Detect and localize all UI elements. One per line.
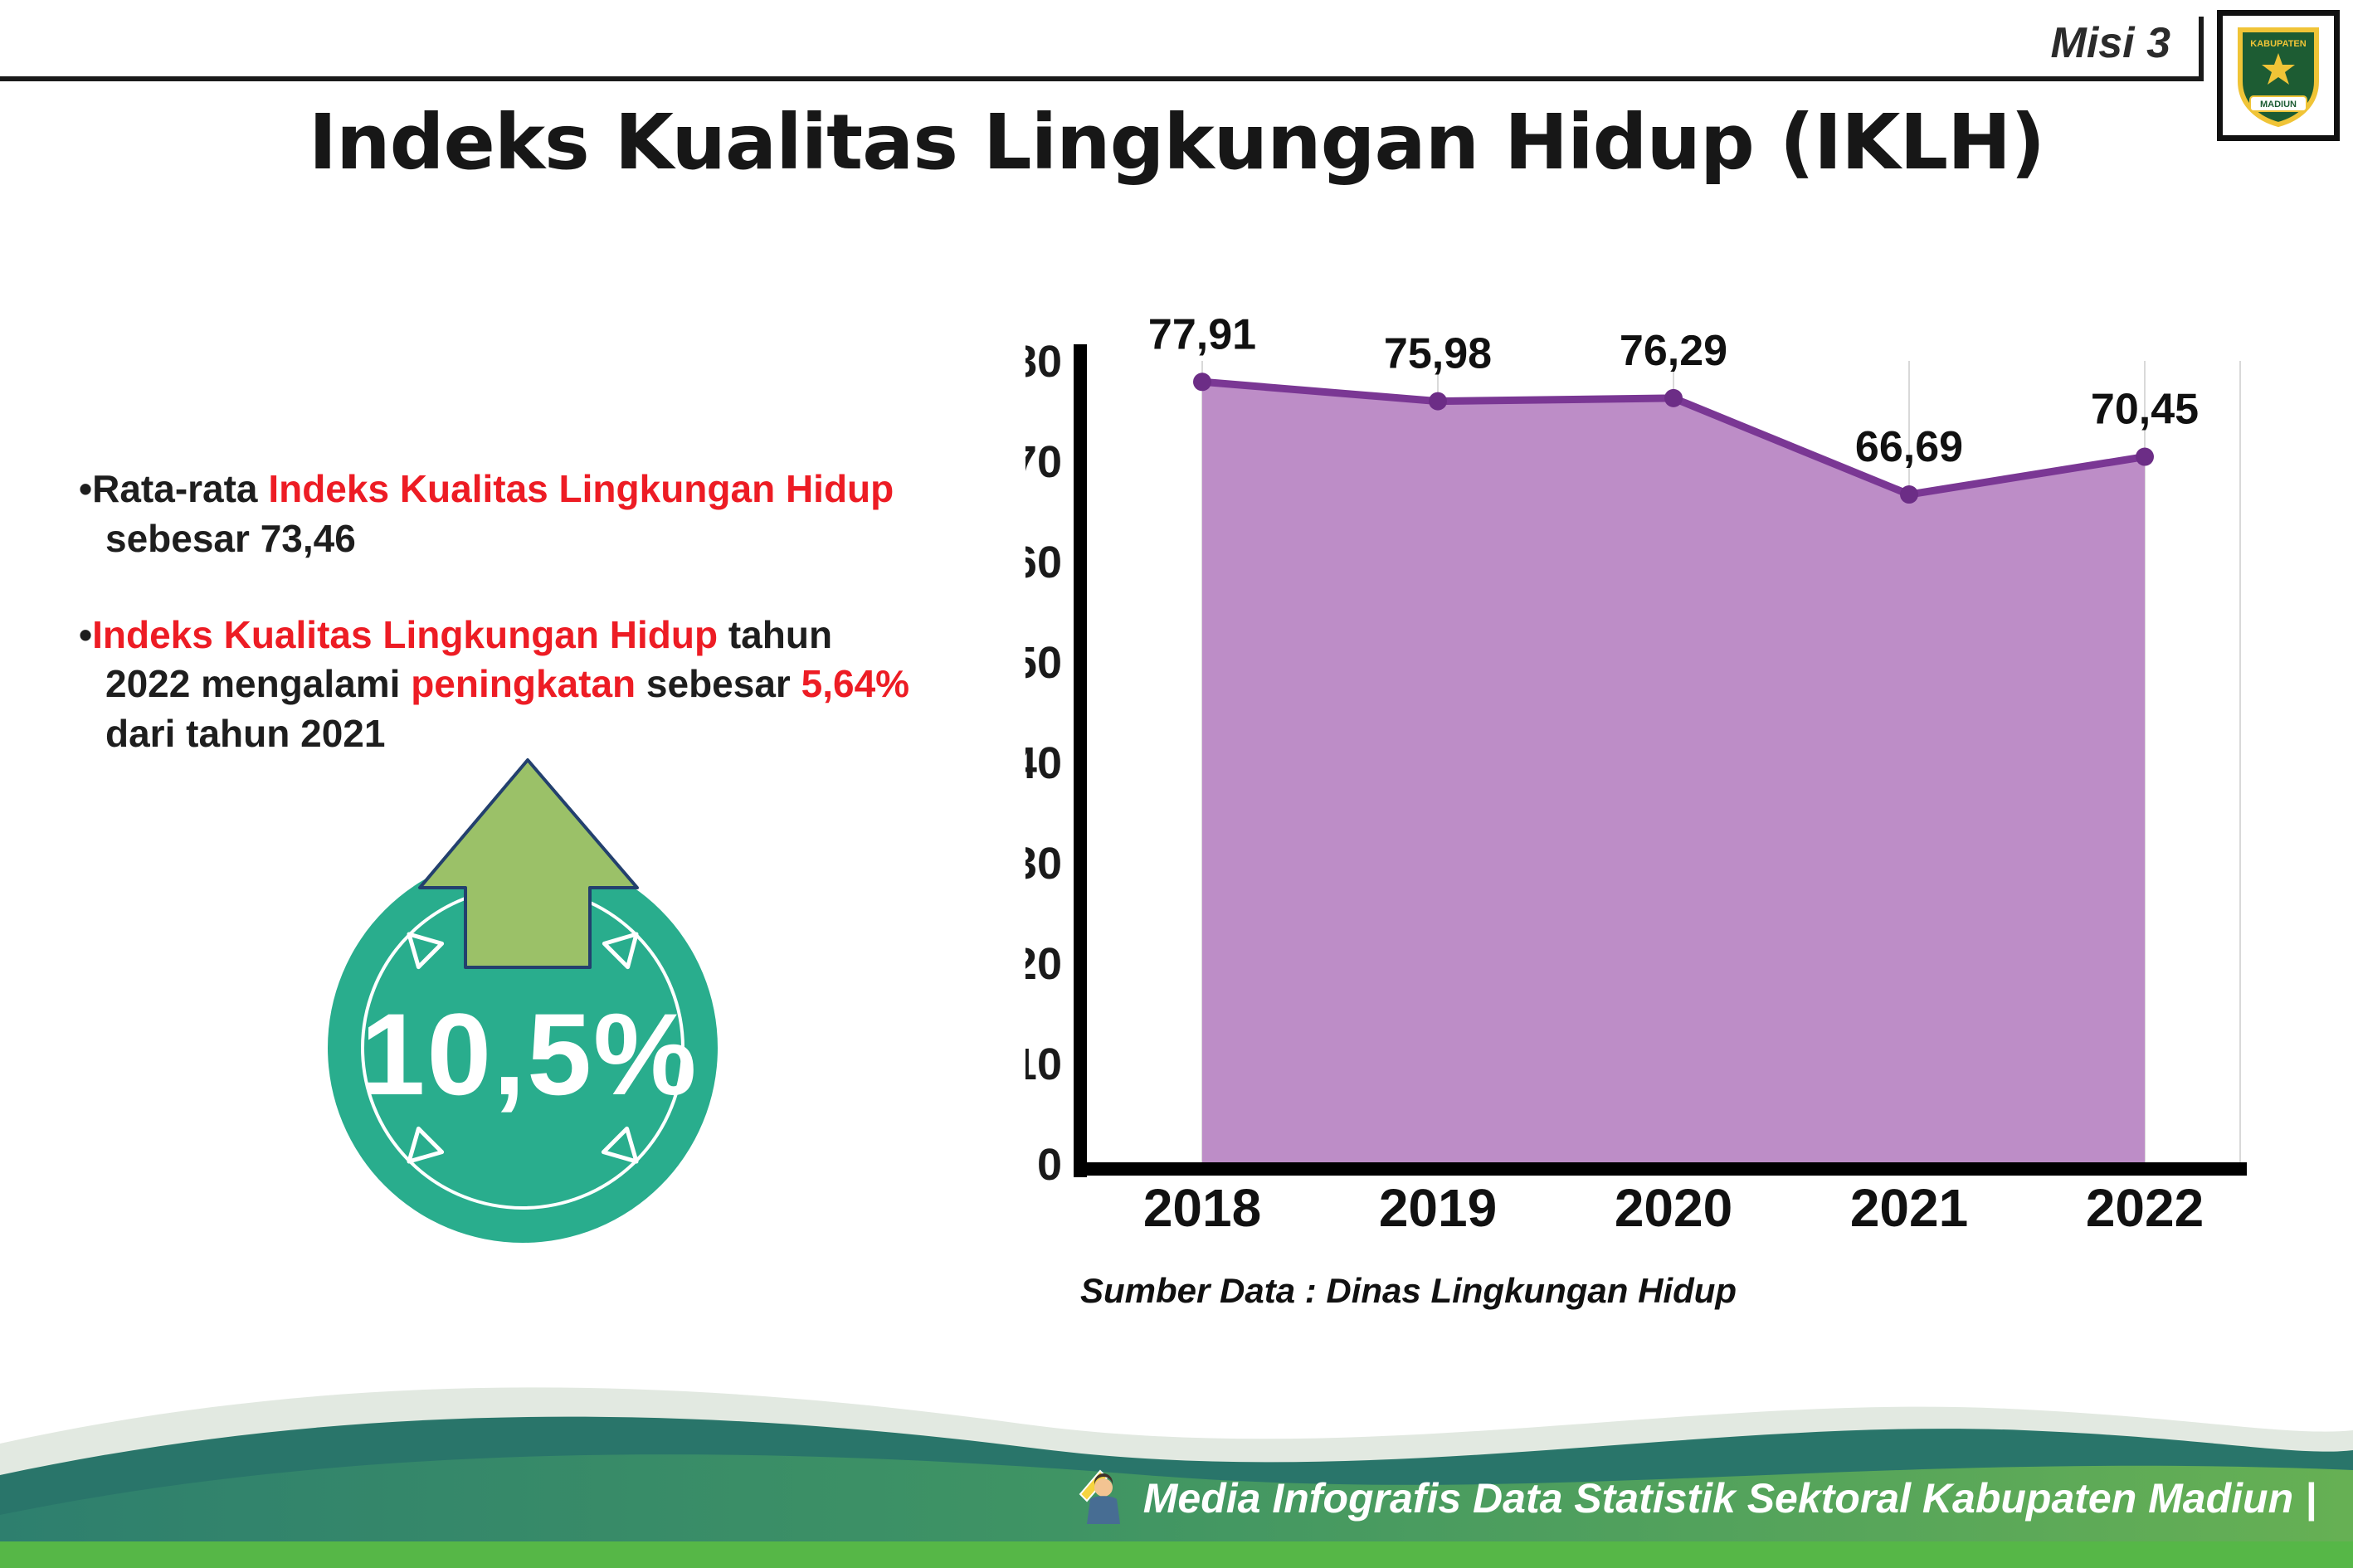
footer-credit-row: Media Infografis Data Statistik Sektoral… [1075,1466,2316,1530]
up-arrow-icon [418,758,639,969]
mascot-icon [1075,1466,1128,1530]
bullet-highlight-segment: Indeks Kualitas Lingkungan Hidup [268,467,894,510]
header-corner-line [2199,17,2204,81]
y-axis [1074,344,1087,1177]
bullet-highlight-segment: Indeks Kualitas Lingkungan Hidup [92,612,719,656]
y-tick-label: 20 [1025,939,1062,989]
data-point [1193,373,1211,392]
bullet-text-segment: sebesar 73,46 [105,516,356,560]
data-point [2136,447,2154,466]
value-label: 66,69 [1855,423,1963,471]
increase-badge-graphic [328,758,718,1243]
y-tick-label: 0 [1037,1140,1062,1190]
logo-crest-icon: KABUPATEN MADIUN [2238,27,2319,128]
iklh-chart: 77,91 75,98 76,29 66,69 70,45 0 10 20 30 40 50 60 70… [1025,295,2320,1374]
iklh-area-chart: 77,91 75,98 76,29 66,69 70,45 0 10 20 30 40 50 60 70… [1025,310,2247,1238]
increase-percentage: 10,5% [360,989,699,1119]
badge-triangle-nw-icon [407,932,445,970]
bullet-text-segment: dari tahun 2021 [105,712,386,756]
badge-triangle-sw-icon [407,1126,445,1164]
bullet-text-segment: Rata-rata [92,467,269,510]
page-title: Indeks Kualitas Lingkungan Hidup (IKLH) [308,98,2045,187]
y-tick-label: 50 [1025,638,1062,688]
bullet-text-segment: tahun 2022 mengalami [105,612,833,706]
footer-bottom-strip [0,1541,2353,1568]
footer-credit: Media Infografis Data Statistik Sektoral… [1142,1474,2316,1522]
bullet-text-segment: sebesar [636,662,801,706]
misi-label: Misi 3 [2050,19,2171,67]
data-source-note: Sumber Data : Dinas Lingkungan Hidup [1080,1271,1737,1310]
bullet-highlight-segment: 5,64% [801,662,910,706]
footer-wave-main [0,1454,2353,1568]
value-label: 77,91 [1148,310,1256,358]
y-tick-label: 30 [1025,839,1062,889]
badge-circle [328,853,718,1243]
y-tick-label: 80 [1025,337,1062,387]
y-tick-label: 10 [1025,1040,1062,1089]
x-category-label: 2022 [2086,1178,2204,1238]
x-category-label: 2021 [1850,1178,1968,1238]
svg-text:KABUPATEN: KABUPATEN [2250,39,2306,49]
y-tick-label: 70 [1025,437,1062,487]
footer-wave: Media Infografis Data Statistik Sektoral… [0,1344,2353,1568]
svg-text:MADIUN: MADIUN [2260,100,2297,110]
bullet-marker: • [79,467,93,510]
x-category-label: 2020 [1615,1178,1732,1238]
bullet-marker: • [79,612,93,656]
value-label: 75,98 [1384,330,1492,378]
bullet-average-iklh: •Rata-rata Indeks Kualitas Lingkungan Hi… [79,465,925,564]
x-category-label: 2018 [1143,1178,1261,1238]
header-rule [0,76,2200,81]
area-fill [1202,382,2145,1164]
data-point [1664,388,1683,407]
value-label: 76,29 [1620,327,1727,375]
value-label: 70,45 [2091,386,2199,434]
x-category-label: 2019 [1379,1178,1497,1238]
bullet-highlight-segment: peningkatan [411,662,636,706]
data-point [1429,392,1447,411]
bullet-increase-iklh: •Indeks Kualitas Lingkungan Hidup tahun … [79,611,925,759]
kabupaten-madiun-logo: KABUPATEN MADIUN [2217,10,2340,141]
badge-triangle-se-icon [601,1126,639,1164]
y-tick-label: 40 [1025,738,1062,788]
footer-wave-graphic [0,1387,2353,1568]
y-tick-label: 60 [1025,538,1062,587]
x-axis [1074,1162,2247,1176]
summary-bullets: •Rata-rata Indeks Kualitas Lingkungan Hi… [79,465,925,806]
data-point [1900,485,1918,504]
increase-badge: 10,5% [314,745,745,1276]
badge-triangle-ne-icon [602,932,639,970]
